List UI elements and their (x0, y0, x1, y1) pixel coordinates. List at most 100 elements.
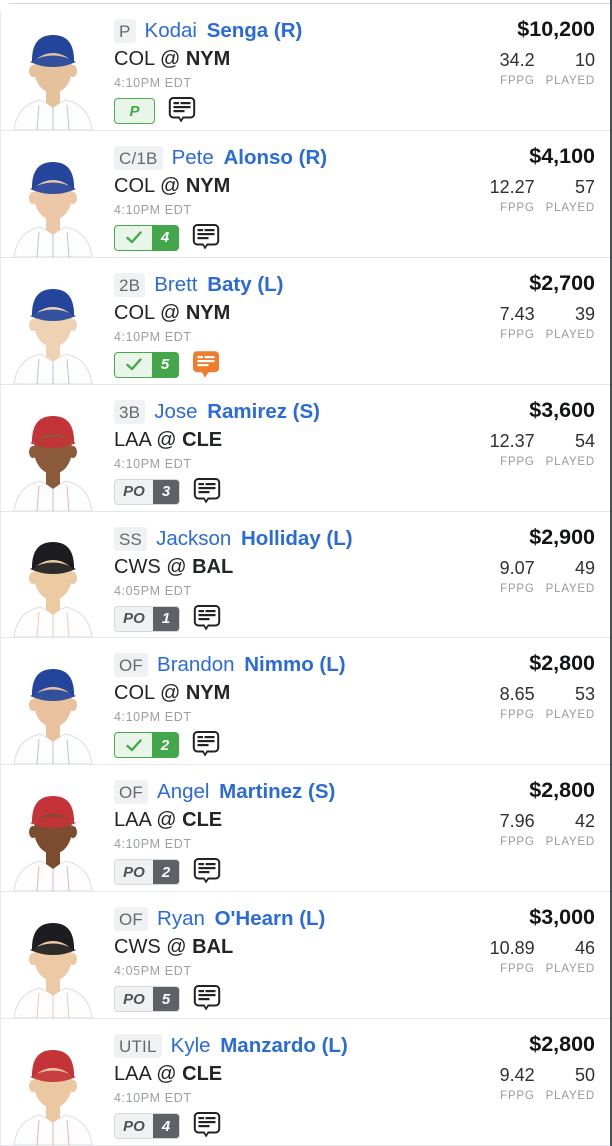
played-label: PLAYED (545, 455, 595, 468)
player-row[interactable]: OF Brandon Nimmo (L) COL @ NYM 4:10PM ED… (1, 638, 611, 766)
news-icon[interactable] (192, 223, 220, 253)
position-badge: C/1B (114, 145, 163, 170)
home-team: NYM (185, 301, 231, 324)
news-icon[interactable] (193, 477, 221, 507)
played-stat: 49 PLAYED (546, 558, 595, 595)
news-icon[interactable] (192, 730, 220, 760)
player-name-link[interactable]: Pete Alonso (R) (172, 146, 328, 170)
player-row[interactable]: OF Ryan O'Hearn (L) CWS @ BAL 4:05PM EDT… (1, 892, 611, 1020)
player-first-name: Angel (157, 780, 210, 804)
position-badge: OF (114, 653, 149, 678)
player-name-link[interactable]: Kyle Manzardo (L) (171, 1034, 348, 1058)
played-value: 42 (574, 811, 595, 832)
away-team: CWS (114, 555, 161, 578)
salary: $2,800 (529, 651, 595, 676)
player-row[interactable]: 2B Brett Baty (L) COL @ NYM 4:10PM EDT 5 (1, 257, 611, 385)
played-stat: 53 PLAYED (546, 684, 595, 721)
at-symbol: @ (156, 1063, 177, 1086)
game-time: 4:10PM EDT (114, 329, 192, 344)
probable-pitcher-badge: P (114, 98, 155, 124)
player-name-link[interactable]: Jose Ramirez (S) (154, 400, 320, 424)
away-team: COL (114, 48, 155, 70)
played-stat: 10 PLAYED (546, 50, 595, 87)
confirmed-lineup-badge: 2 (114, 732, 179, 759)
home-team: BAL (192, 936, 234, 959)
confirmed-lineup-badge: 4 (114, 224, 179, 251)
status-badges: 4 (114, 223, 327, 253)
home-team: CLE (182, 428, 223, 451)
player-info: 3B Jose Ramirez (S) LAA @ CLE 4:10PM EDT… (114, 399, 320, 507)
fppg-value: 8.65 (499, 684, 535, 705)
player-first-name: Jackson (156, 526, 232, 550)
batting-order-number: 5 (152, 352, 178, 377)
player-info: P Kodai Senga (R) COL @ NYM 4:10PM EDT P (114, 19, 302, 125)
fppg-stat: 7.43 FPPG (500, 304, 535, 341)
status-badges: 2 (114, 731, 346, 759)
position-badge: P (114, 19, 136, 43)
played-label: PLAYED (545, 582, 595, 595)
at-symbol: @ (159, 682, 181, 705)
fppg-stat: 7.96 FPPG (500, 811, 535, 848)
player-avatar-image (13, 796, 93, 892)
player-name-link[interactable]: Ryan O'Hearn (L) (157, 907, 325, 931)
projected-order-label: PO (115, 606, 153, 631)
player-row[interactable]: P Kodai Senga (R) COL @ NYM 4:10PM EDT P (1, 4, 611, 131)
player-row[interactable]: 3B Jose Ramirez (S) LAA @ CLE 4:10PM EDT… (1, 384, 611, 512)
fppg-label: FPPG (500, 963, 535, 976)
player-row[interactable]: C/1B Pete Alonso (R) COL @ NYM 4:10PM ED… (1, 130, 611, 258)
matchup: LAA @ CLE (114, 1063, 348, 1086)
player-info: OF Angel Martinez (S) LAA @ CLE 4:10PM E… (114, 780, 335, 886)
news-icon[interactable] (168, 96, 196, 126)
salary: $2,700 (529, 270, 595, 295)
fppg-stat: 12.37 FPPG (490, 431, 535, 468)
player-last-name: Martinez (S) (219, 780, 336, 804)
breaking-news-icon[interactable] (192, 350, 220, 380)
fppg-stat: 8.65 FPPG (500, 684, 535, 721)
player-avatar-image (13, 288, 93, 384)
player-stats: $2,800 7.96 FPPG 42 PLAYED (500, 778, 595, 848)
away-team: LAA (114, 1063, 151, 1086)
salary: $2,800 (529, 778, 595, 803)
player-row[interactable]: SS Jackson Holliday (L) CWS @ BAL 4:05PM… (1, 511, 611, 639)
player-row[interactable]: OF Angel Martinez (S) LAA @ CLE 4:10PM E… (1, 765, 611, 893)
salary: $3,600 (529, 397, 595, 422)
away-team: LAA (114, 809, 151, 832)
matchup: LAA @ CLE (114, 809, 335, 832)
projected-order-badge: PO 5 (114, 986, 180, 1013)
matchup: COL @ NYM (114, 302, 284, 325)
played-stat: 54 PLAYED (546, 431, 595, 468)
away-team: COL (114, 174, 155, 197)
salary: $4,100 (529, 143, 595, 168)
scrollbar[interactable] (610, 0, 612, 1146)
news-icon[interactable] (193, 1111, 221, 1141)
player-name-link[interactable]: Brandon Nimmo (L) (157, 653, 346, 677)
fppg-label: FPPG (500, 201, 535, 214)
news-icon[interactable] (193, 604, 221, 634)
at-symbol: @ (156, 428, 177, 451)
player-photo (6, 657, 100, 765)
played-label: PLAYED (545, 836, 595, 849)
position-badge: UTIL (114, 1034, 162, 1059)
player-last-name: Manzardo (L) (220, 1034, 348, 1058)
player-last-name: Alonso (R) (223, 145, 328, 169)
player-name-link[interactable]: Kodai Senga (R) (145, 19, 303, 43)
fppg-value: 10.89 (489, 938, 535, 959)
player-photo (6, 530, 100, 638)
news-icon[interactable] (193, 984, 221, 1014)
status-badges: PO 3 (114, 477, 320, 507)
game-time: 4:10PM EDT (114, 76, 192, 90)
player-avatar-image (13, 923, 93, 1019)
player-avatar-image (13, 34, 93, 130)
played-stat: 50 PLAYED (546, 1065, 595, 1102)
player-row[interactable]: UTIL Kyle Manzardo (L) LAA @ CLE 4:10PM … (1, 1019, 611, 1146)
player-name-link[interactable]: Jackson Holliday (L) (156, 527, 353, 551)
player-photo (6, 1038, 100, 1146)
player-stats: $2,900 9.07 FPPG 49 PLAYED (500, 525, 595, 595)
player-name-link[interactable]: Angel Martinez (S) (157, 780, 335, 804)
player-name-link[interactable]: Brett Baty (L) (154, 273, 283, 297)
fppg-stat: 9.42 FPPG (500, 1065, 535, 1102)
news-icon[interactable] (193, 857, 221, 887)
player-last-name: Baty (L) (207, 272, 284, 296)
played-label: PLAYED (545, 963, 595, 976)
player-info: OF Ryan O'Hearn (L) CWS @ BAL 4:05PM EDT… (114, 907, 325, 1013)
